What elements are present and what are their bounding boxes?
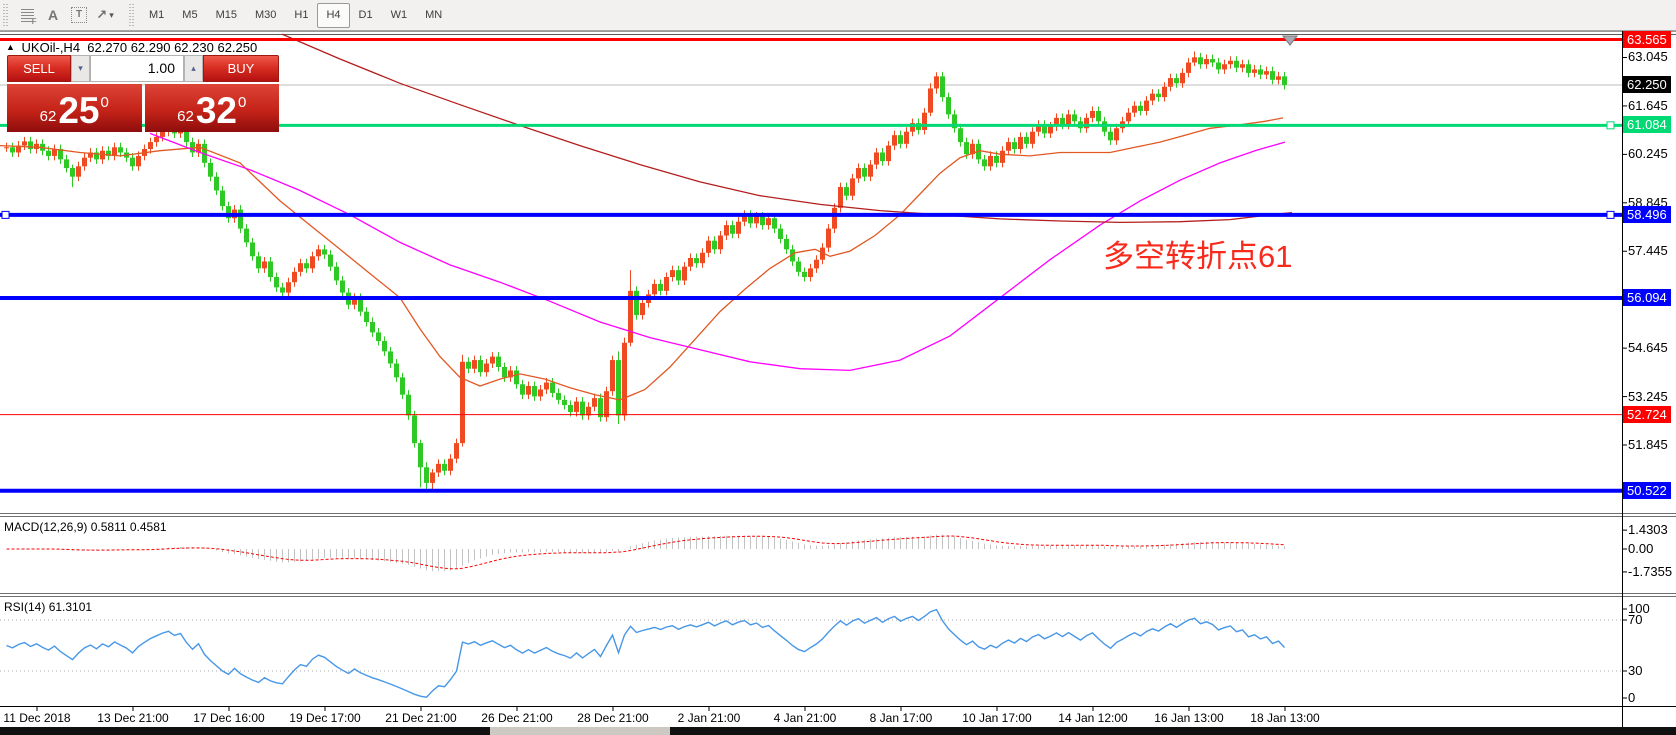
macd-label: MACD(12,26,9) 0.5811 0.4581	[4, 520, 167, 534]
rsi-value: 61.3101	[48, 600, 93, 614]
one-click-trading-panel: SELL ▾ 1.00 ▴ BUY 62 25 0 62 32 0	[7, 55, 279, 132]
timeframe-D1[interactable]: D1	[358, 8, 373, 21]
text-tool-button[interactable]: A	[40, 3, 66, 28]
arrows-tool-button[interactable]: ↗ ▾	[92, 3, 118, 28]
window-bottom-edge	[0, 727, 1676, 735]
macd-values: 0.5811 0.4581	[90, 520, 167, 534]
ohlc-open: 62.270	[87, 40, 128, 55]
line-handle[interactable]	[1, 210, 10, 219]
timeframe-bar: M1 M5 M15 M30 H1 H4 D1 W1 MN	[140, 2, 451, 28]
ma-fast[interactable]	[0, 117, 1284, 401]
toolbar-grip-2[interactable]	[128, 4, 136, 26]
sell-price-big-figure: 62	[39, 108, 57, 125]
volume-input[interactable]: 1.00	[90, 55, 184, 82]
timeframe-H1[interactable]: H1	[294, 8, 309, 21]
line-handle[interactable]	[1606, 121, 1615, 130]
rsi-label: RSI(14) 61.3101	[4, 600, 93, 614]
rsi-line	[6, 608, 1286, 698]
fibonacci-tool-button[interactable]: F	[14, 3, 40, 28]
timeframe-H4[interactable]: H4	[317, 2, 350, 28]
buy-price-point: 0	[238, 94, 247, 111]
sell-price-pips: 25	[58, 90, 100, 131]
text-label-tool-button[interactable]: T	[66, 3, 92, 28]
ohlc-high: 62.290	[130, 40, 171, 55]
ohlc-close: 62.250	[217, 40, 258, 55]
toolbar: F A T ↗ ▾ M1 M5 M15 M30 H1 H4 D1 W1 MN	[0, 0, 1676, 31]
chevron-down-icon[interactable]: ▾	[109, 9, 114, 20]
timeframe-M30[interactable]: M30	[254, 8, 277, 21]
macd-signal-line	[6, 535, 1285, 570]
chart-ohlc-header: ▲ UKOil-,H4 62.270 62.290 62.230 62.250	[6, 40, 257, 55]
text-label-icon: T	[71, 7, 87, 23]
buy-price-pips: 32	[195, 90, 237, 131]
arrows-icon: ↗	[96, 7, 108, 22]
buy-price-box[interactable]: 62 32 0	[144, 84, 279, 132]
down-arrow-marker[interactable]	[1281, 35, 1299, 46]
buy-button[interactable]: BUY	[203, 55, 279, 82]
ma-slow[interactable]	[281, 33, 1293, 224]
sell-button[interactable]: SELL	[7, 55, 71, 82]
timeframe-W1[interactable]: W1	[390, 8, 408, 21]
volume-increase-button[interactable]: ▴	[184, 55, 203, 82]
window-bottom-gap	[490, 727, 670, 735]
candles[interactable]	[4, 51, 1287, 491]
timeframe-M15[interactable]: M15	[215, 8, 237, 21]
timeframe-M1[interactable]: M1	[149, 8, 165, 21]
chart-text-annotation[interactable]: 多空转折点61	[1103, 239, 1293, 274]
timeframe-M5[interactable]: M5	[182, 8, 198, 21]
sell-price-box[interactable]: 62 25 0	[7, 84, 142, 132]
volume-decrease-button[interactable]: ▾	[71, 55, 90, 82]
macd-histogram	[12, 534, 1285, 572]
symbol-period: UKOil-,H4	[21, 40, 81, 55]
timeframe-MN[interactable]: MN	[425, 8, 443, 21]
fibonacci-icon: F	[20, 8, 37, 26]
sell-price-point: 0	[100, 94, 109, 111]
text-icon: A	[47, 7, 59, 23]
ohlc-toggle-icon[interactable]: ▲	[6, 42, 15, 52]
buy-price-big-figure: 62	[177, 108, 194, 125]
ohlc-low: 62.230	[174, 40, 214, 55]
toolbar-grip[interactable]	[2, 4, 10, 26]
line-handle[interactable]	[1606, 210, 1615, 219]
